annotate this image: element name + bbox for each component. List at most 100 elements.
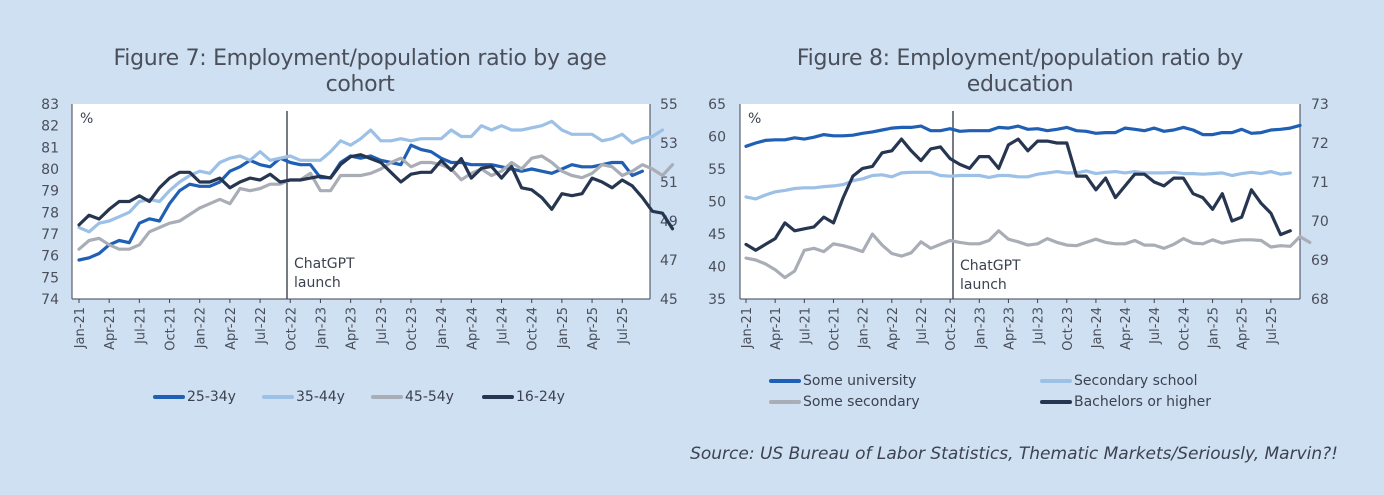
chatgpt-launch-label: ChatGPT — [960, 258, 1021, 274]
y-right-tick-label: 55 — [660, 97, 678, 113]
x-tick-label: Jan-24 — [1090, 307, 1105, 349]
x-tick-label: Apr-24 — [1119, 307, 1134, 350]
x-tick-label: Oct-23 — [1061, 307, 1076, 351]
y-left-tick-label: 40 — [708, 260, 726, 276]
legend-swatch — [482, 395, 514, 399]
x-tick-label: Apr-25 — [586, 307, 601, 350]
x-tick-label: Oct-21 — [164, 307, 179, 351]
series-line-some-secondary — [744, 229, 1312, 280]
unit-label: % — [748, 111, 761, 127]
x-tick-label: Jul-21 — [798, 307, 813, 345]
x-tick-label: Jul-25 — [1265, 307, 1280, 345]
figure-7-title-line-2: cohort — [325, 72, 395, 97]
y-left-tick-label: 45 — [708, 227, 726, 243]
legend-item: Some university — [769, 373, 916, 389]
source-note: Source: US Bureau of Labor Statistics, T… — [690, 444, 1338, 464]
y-left-tick-label: 35 — [708, 292, 726, 308]
x-tick-label: Jan-25 — [556, 307, 571, 349]
y-left-tick-label: 74 — [41, 292, 59, 308]
x-tick-label: Apr-22 — [224, 307, 239, 350]
series-line-45-54y — [77, 154, 675, 251]
y-left-tick-label: 75 — [41, 270, 59, 286]
y-left-tick-label: 83 — [41, 97, 59, 113]
y-right-tick-label: 68 — [1311, 292, 1329, 308]
y-left-tick-label: 80 — [41, 162, 59, 178]
y-left-tick-label: 77 — [41, 227, 59, 243]
x-tick-label: Apr-21 — [769, 307, 784, 350]
x-tick-label: Oct-24 — [526, 307, 541, 351]
legend-label: 25-34y — [187, 389, 236, 405]
legend-label: Some university — [803, 373, 917, 389]
x-tick-label: Apr-23 — [345, 307, 360, 350]
figure-8-title-line-1: Figure 8: Employment/population ratio by — [796, 46, 1244, 71]
legend-swatch — [262, 395, 294, 399]
x-tick-label: Apr-22 — [886, 307, 901, 350]
legend-swatch — [1040, 400, 1072, 404]
figure-7-title: Figure 7: Employment/population ratio by… — [40, 46, 680, 98]
y-left-tick-label: 82 — [41, 119, 59, 135]
legend-label: 16-24y — [516, 389, 565, 405]
y-right-tick-label: 53 — [660, 136, 678, 152]
y-left-tick-label: 60 — [708, 130, 726, 146]
series-line-secondary-school — [744, 169, 1292, 201]
series-line-some-university — [744, 123, 1302, 148]
x-tick-label: Jan-25 — [1207, 307, 1222, 349]
x-tick-label: Oct-23 — [405, 307, 420, 351]
x-tick-label: Jul-24 — [1148, 307, 1163, 345]
x-tick-label: Oct-21 — [827, 307, 842, 351]
legend-label: Bachelors or higher — [1074, 394, 1211, 410]
x-tick-label: Apr-21 — [103, 307, 118, 350]
legend-swatch — [769, 379, 801, 383]
chatgpt-launch-label: launch — [294, 275, 341, 291]
legend-item: 16-24y — [482, 389, 565, 405]
x-tick-label: Jul-22 — [254, 307, 269, 345]
y-left-tick-label: 76 — [41, 249, 59, 265]
legend-label: Secondary school — [1074, 373, 1198, 389]
unit-label: % — [80, 111, 93, 127]
legend-label: Some secondary — [803, 394, 920, 410]
y-right-tick-label: 51 — [660, 175, 678, 191]
x-tick-label: Apr-25 — [1236, 307, 1251, 350]
x-tick-label: Jan-21 — [740, 307, 755, 349]
y-left-tick-label: 79 — [41, 184, 59, 200]
legend-swatch — [371, 395, 403, 399]
x-tick-label: Jan-23 — [973, 307, 988, 349]
x-tick-label: Jul-23 — [375, 307, 390, 345]
y-right-tick-label: 69 — [1311, 253, 1329, 269]
x-tick-label: Oct-22 — [284, 307, 299, 351]
y-right-tick-label: 47 — [660, 253, 678, 269]
series-line-35-44y — [77, 119, 665, 234]
y-left-tick-label: 78 — [41, 205, 59, 221]
figure-8-title: Figure 8: Employment/population ratio by… — [700, 46, 1340, 98]
legend-item: 45-54y — [371, 389, 454, 405]
chatgpt-launch-label: launch — [960, 277, 1007, 293]
chatgpt-launch-label: ChatGPT — [294, 256, 355, 272]
legend-item: Some secondary — [769, 394, 920, 410]
legend-label: 35-44y — [296, 389, 345, 405]
y-right-tick-label: 45 — [660, 292, 678, 308]
x-tick-label: Jul-23 — [1032, 307, 1047, 345]
x-tick-label: Jul-21 — [133, 307, 148, 345]
x-tick-label: Jan-23 — [314, 307, 329, 349]
series-line-25-34y — [77, 143, 645, 262]
x-tick-label: Jan-22 — [857, 307, 872, 349]
figure-7-title-line-1: Figure 7: Employment/population ratio by… — [113, 46, 607, 71]
x-tick-label: Jul-22 — [915, 307, 930, 345]
y-left-tick-label: 55 — [708, 162, 726, 178]
legend-item: Bachelors or higher — [1040, 394, 1211, 410]
legend-item: 35-44y — [262, 389, 345, 405]
y-right-tick-label: 72 — [1311, 136, 1329, 152]
x-tick-label: Jul-25 — [616, 307, 631, 345]
legend-item: Secondary school — [1040, 373, 1197, 389]
x-tick-label: Apr-23 — [1002, 307, 1017, 350]
y-right-tick-label: 71 — [1311, 175, 1329, 191]
y-left-tick-label: 81 — [41, 140, 59, 156]
x-tick-label: Jan-22 — [194, 307, 209, 349]
series-line-bachelors-or-higher — [744, 137, 1292, 252]
y-right-tick-label: 73 — [1311, 97, 1329, 113]
series-line-16-24y — [77, 153, 675, 231]
y-left-tick-label: 50 — [708, 195, 726, 211]
figure-8-title-line-2: education — [966, 72, 1074, 97]
legend-swatch — [153, 395, 185, 399]
